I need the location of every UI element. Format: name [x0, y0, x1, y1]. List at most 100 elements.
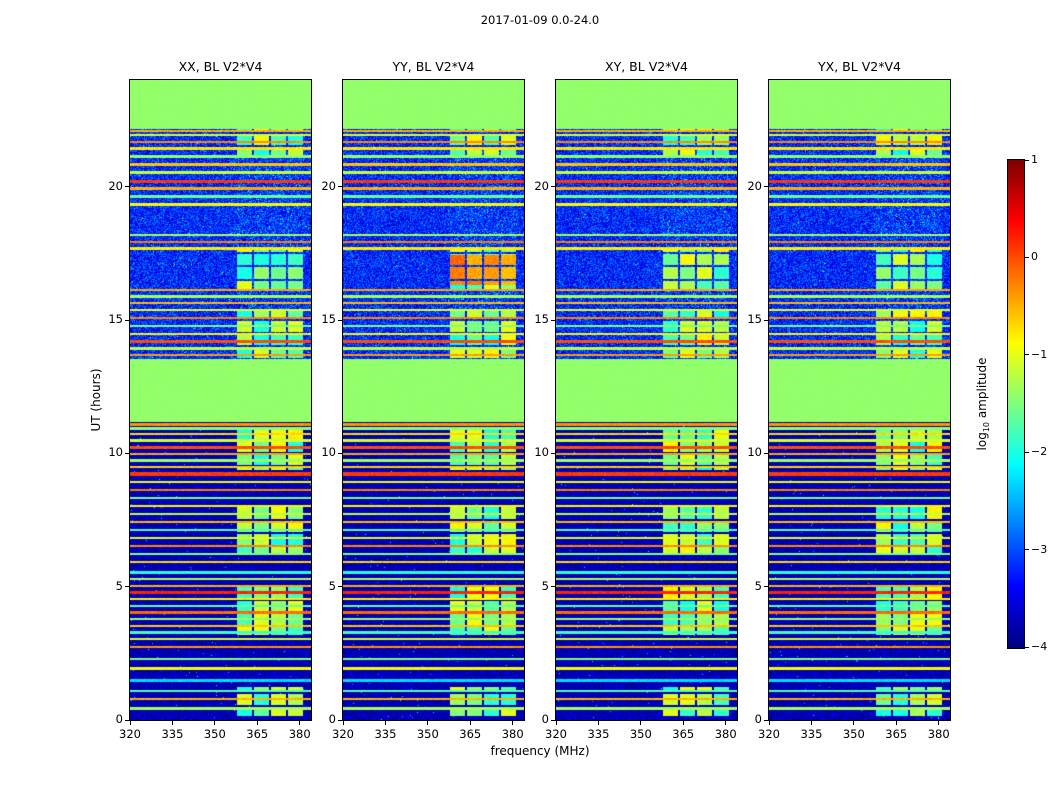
y-tick-mark: [338, 719, 342, 721]
y-tick-label: 20: [321, 178, 336, 193]
y-tick-label: 15: [534, 312, 549, 326]
y-axis-label: UT (hours): [89, 368, 103, 432]
y-tick-mark: [125, 319, 129, 321]
x-tick-label: 320: [332, 727, 354, 741]
colorbar-tick-mark: [1025, 159, 1029, 161]
colorbar-tick-label: −3: [1031, 542, 1048, 556]
x-tick-label: 350: [842, 727, 865, 741]
colorbar-tick-mark: [1025, 451, 1029, 453]
x-tick-mark: [427, 721, 429, 725]
x-tick-mark: [853, 721, 855, 725]
y-tick-label: 20: [747, 178, 762, 193]
x-tick-label: 380: [927, 727, 950, 741]
x-tick-mark: [171, 721, 173, 725]
x-tick-mark: [129, 721, 131, 725]
y-tick-mark: [551, 452, 555, 454]
y-tick-mark: [551, 186, 555, 188]
y-tick-label: 5: [541, 578, 549, 593]
x-tick-label: 350: [416, 727, 439, 741]
x-tick-label: 350: [629, 727, 652, 741]
y-tick-label: 15: [321, 312, 336, 326]
colorbar-tick-label: −1: [1031, 347, 1048, 361]
x-tick-label: 365: [246, 727, 269, 741]
y-tick-label: 5: [115, 578, 123, 593]
y-tick-label: 5: [754, 578, 762, 593]
colorbar-tick-mark: [1025, 354, 1029, 356]
y-tick-label: 10: [108, 445, 123, 460]
y-tick-label: 10: [321, 445, 336, 460]
panel-title-xy: XY, BL V2*V4: [605, 59, 688, 74]
x-tick-mark: [384, 721, 386, 725]
x-tick-label: 380: [714, 727, 737, 741]
x-tick-mark: [895, 721, 897, 725]
x-tick-mark: [469, 721, 471, 725]
x-tick-label: 335: [587, 727, 610, 741]
colorbar-tick-mark: [1025, 646, 1029, 648]
panel-title-xx: XX, BL V2*V4: [178, 59, 263, 74]
y-tick-label: 5: [328, 578, 336, 593]
y-tick-label: 0: [754, 712, 762, 726]
y-tick-mark: [551, 319, 555, 321]
x-tick-label: 335: [161, 727, 184, 741]
x-tick-mark: [512, 721, 514, 725]
x-tick-label: 320: [758, 727, 780, 741]
y-tick-mark: [125, 186, 129, 188]
colorbar-tick-label: 1: [1031, 153, 1038, 166]
y-tick-mark: [764, 319, 768, 321]
y-tick-mark: [338, 452, 342, 454]
x-tick-mark: [256, 721, 258, 725]
y-tick-label: 0: [328, 712, 336, 726]
y-tick-mark: [551, 586, 555, 588]
x-tick-label: 365: [459, 727, 482, 741]
x-tick-label: 320: [119, 727, 141, 741]
colorbar-label-post: amplitude: [974, 357, 989, 422]
x-tick-mark: [214, 721, 216, 725]
x-tick-label: 350: [203, 727, 226, 741]
y-tick-label: 15: [108, 312, 123, 326]
colorbar-label-subscript: 10: [982, 421, 992, 433]
colorbar-label-pre: log: [974, 432, 989, 451]
y-tick-mark: [338, 319, 342, 321]
colorbar: [1007, 159, 1025, 649]
x-tick-mark: [768, 721, 770, 725]
x-tick-mark: [938, 721, 940, 725]
panel-title-yx: YX, BL V2*V4: [818, 59, 901, 74]
spectrogram-panel-xx: [129, 79, 312, 721]
x-tick-mark: [597, 721, 599, 725]
x-tick-mark: [299, 721, 301, 725]
colorbar-tick-label: 0: [1031, 250, 1038, 264]
y-tick-mark: [338, 186, 342, 188]
y-tick-mark: [764, 719, 768, 721]
y-tick-mark: [125, 586, 129, 588]
x-tick-mark: [342, 721, 344, 725]
colorbar-tick-mark: [1025, 256, 1029, 258]
y-tick-mark: [125, 719, 129, 721]
x-tick-label: 335: [374, 727, 397, 741]
y-tick-mark: [338, 586, 342, 588]
y-tick-label: 15: [747, 312, 762, 326]
y-tick-mark: [125, 452, 129, 454]
y-tick-label: 0: [541, 712, 549, 726]
colorbar-label: log10 amplitude: [975, 358, 991, 451]
x-tick-label: 320: [545, 727, 567, 741]
y-tick-label: 10: [534, 445, 549, 460]
x-axis-label: frequency (MHz): [490, 744, 590, 758]
panel-title-yy: YY, BL V2*V4: [392, 59, 475, 74]
y-tick-mark: [764, 186, 768, 188]
y-tick-mark: [764, 452, 768, 454]
x-tick-label: 365: [885, 727, 908, 741]
y-tick-mark: [551, 719, 555, 721]
x-tick-label: 365: [672, 727, 695, 741]
spectrogram-panel-yy: [342, 79, 525, 721]
x-tick-mark: [725, 721, 727, 725]
y-tick-label: 10: [747, 445, 762, 460]
figure-title: 2017-01-09 0.0-24.0: [480, 13, 600, 27]
y-tick-label: 20: [108, 178, 123, 193]
y-tick-label: 20: [534, 178, 549, 193]
x-tick-mark: [640, 721, 642, 725]
x-tick-mark: [810, 721, 812, 725]
spectrogram-panel-xy: [555, 79, 738, 721]
x-tick-mark: [682, 721, 684, 725]
x-tick-label: 380: [288, 727, 311, 741]
